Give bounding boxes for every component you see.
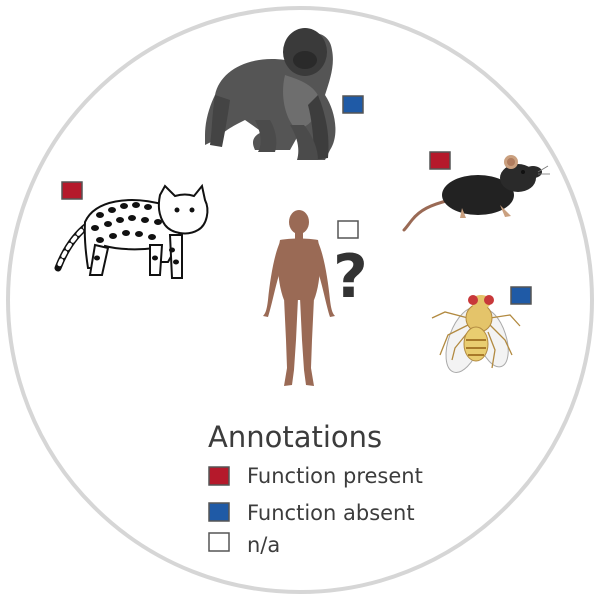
legend-swatch-absent: [208, 502, 230, 522]
fly-annotation-swatch: [510, 286, 532, 305]
legend-swatch-na: [208, 532, 230, 552]
gorilla-annotation-swatch: [342, 95, 364, 114]
legend-title: Annotations: [208, 420, 382, 454]
legend-label-absent: Function absent: [247, 501, 415, 525]
gorilla-icon: [205, 28, 336, 160]
legend-label-present: Function present: [247, 464, 423, 488]
mouse-annotation-swatch: [429, 151, 451, 170]
legend: Annotations Function present Function ab…: [208, 420, 423, 557]
question-mark: ?: [333, 242, 368, 312]
legend-swatch-present: [208, 466, 230, 486]
human-icon: [263, 210, 335, 386]
legend-label-na: n/a: [247, 533, 280, 557]
human-annotation-swatch: [337, 220, 359, 239]
cat-annotation-swatch: [61, 181, 83, 200]
cat-icon: [54, 183, 209, 279]
mouse-icon: [402, 155, 550, 232]
fly-icon: [431, 295, 521, 373]
